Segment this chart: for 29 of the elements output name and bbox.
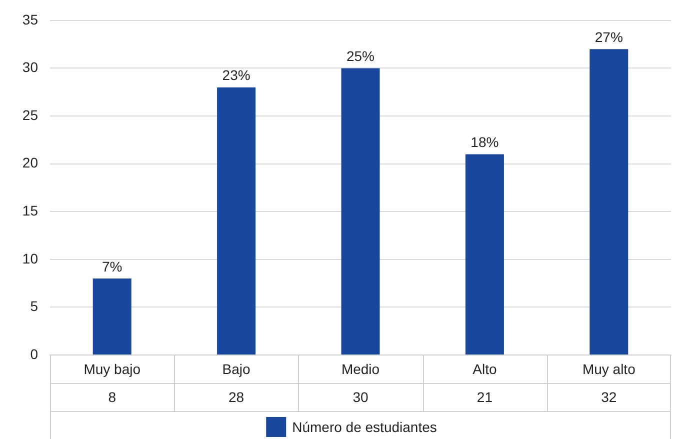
- x-tick-label: Medio: [341, 360, 380, 377]
- y-tick-label: 30: [22, 59, 38, 76]
- data-label: 32: [601, 388, 617, 405]
- annotation: 27%: [594, 28, 623, 45]
- y-tick-label: 10: [22, 250, 38, 266]
- x-tick-label: Muy alto: [582, 360, 636, 377]
- y-tick-label: 25: [22, 106, 38, 123]
- bar: [590, 49, 628, 354]
- annotation: 18%: [470, 134, 499, 150]
- bar: [341, 68, 380, 354]
- bar: [465, 154, 504, 354]
- data-label: 8: [108, 388, 116, 405]
- data-label: 21: [476, 388, 493, 405]
- bar: [92, 278, 132, 354]
- y-tick-label: 15: [22, 202, 38, 218]
- y-tick-label: 0: [30, 346, 38, 362]
- legend-label: Número de estudiantes: [292, 418, 437, 435]
- y-tick-label: 20: [22, 154, 38, 171]
- bar: [217, 87, 256, 354]
- y-tick-label: 5: [30, 298, 38, 314]
- annotation: 23%: [222, 67, 250, 84]
- annotation: 25%: [346, 48, 375, 64]
- x-tick-label: Alto: [472, 360, 497, 377]
- x-tick-label: Muy bajo: [84, 360, 141, 377]
- x-tick-label: Bajo: [222, 360, 251, 377]
- data-label: 28: [228, 388, 244, 405]
- y-tick-label: 35: [22, 11, 38, 28]
- data-label: 30: [352, 388, 368, 405]
- annotation: 7%: [102, 258, 122, 274]
